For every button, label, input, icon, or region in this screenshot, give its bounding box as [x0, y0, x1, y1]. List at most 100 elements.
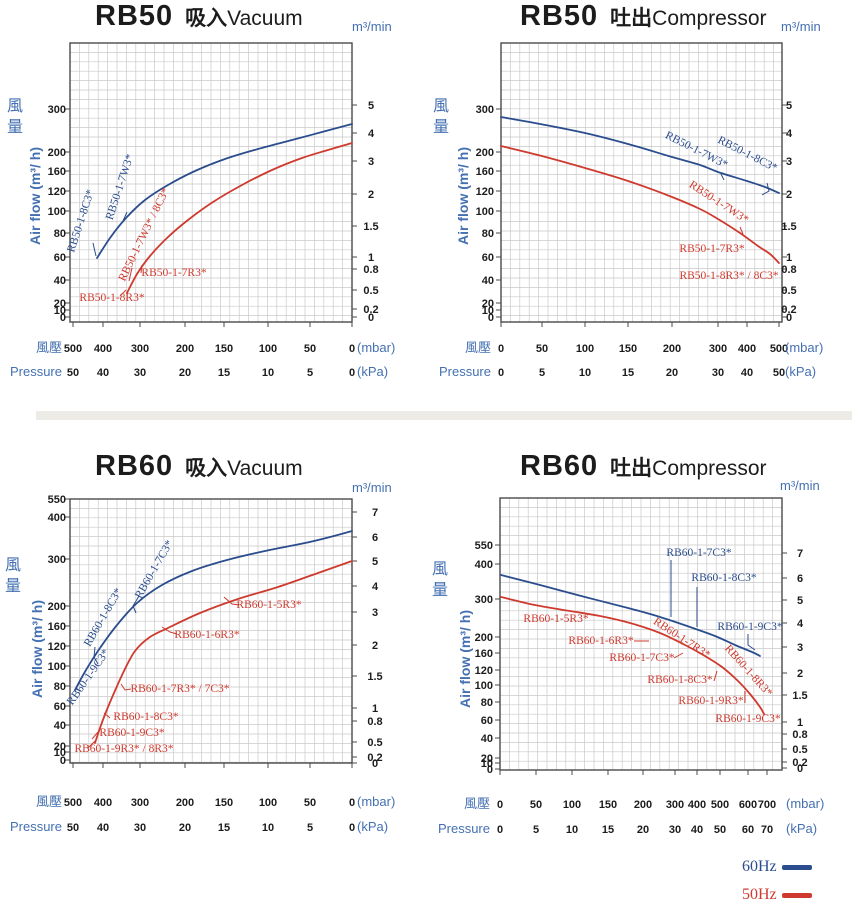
y2-tick-label: 0.2 — [367, 752, 382, 764]
x-tick-mbar: 500 — [64, 797, 82, 809]
y2-tick-label: 7 — [797, 548, 803, 560]
y2-tick-label: 4 — [368, 128, 375, 140]
x-axis-unit-kpa: (kPa) — [357, 819, 388, 834]
label-leader-line — [747, 634, 756, 651]
plot-border — [69, 498, 353, 764]
y-tick-label: 0 — [60, 755, 66, 767]
title-model: RB60 — [95, 450, 174, 482]
x-tick-mbar: 150 — [599, 799, 617, 811]
x-axis-unit-mbar: (mbar) — [357, 340, 395, 355]
legend-swatch-50hz — [781, 892, 812, 898]
title-model: RB50 — [520, 0, 599, 32]
y-tick-label: 550 — [475, 540, 493, 552]
x-tick-kpa: 40 — [691, 824, 703, 836]
y-tick-label: 60 — [481, 715, 493, 727]
title-cjk: 吸入 — [185, 7, 228, 30]
y-tick-label: 400 — [475, 559, 493, 571]
curve-label: RB60-1-5R3* — [236, 599, 301, 611]
y-axis-label: Air flow (m³/ h) — [455, 147, 471, 245]
y-tick-label: 20 — [54, 741, 66, 753]
x-tick-mbar: 0 — [497, 799, 503, 811]
curve-50hz — [500, 145, 780, 264]
x-tick-kpa: 10 — [579, 367, 591, 379]
x-tick-mbar: 100 — [259, 797, 277, 809]
x-tick-kpa: 15 — [218, 822, 230, 834]
x-axis-name-cjk: 風壓 — [465, 340, 491, 355]
y-tick-label: 550 — [48, 494, 66, 506]
label-leader-line — [119, 289, 127, 297]
x-axis-unit-mbar: (mbar) — [357, 794, 395, 809]
x-axis-name-cjk: 風壓 — [36, 340, 62, 355]
label-leader-line — [120, 683, 132, 691]
y2-tick-label: 2 — [368, 189, 374, 201]
y-axis-label: Air flow (m³/ h) — [27, 147, 43, 245]
label-leader-line — [713, 670, 718, 682]
y2-tick-label: 1 — [372, 703, 378, 715]
y-tick-label: 60 — [482, 252, 494, 264]
y-tick-label: 300 — [475, 594, 493, 606]
x-axis-unit-kpa: (kPa) — [786, 821, 817, 836]
y-tick-label: 200 — [48, 147, 66, 159]
y-tick-label: 20 — [482, 298, 494, 310]
y-tick-label: 0 — [60, 312, 66, 324]
label-leader-line — [132, 595, 140, 614]
y-tick-label: 160 — [48, 621, 66, 633]
curve-label: RB60-1-7C3* — [666, 547, 731, 559]
chart-rb60-vacuum: 550400300200160120100806040201007654321.… — [10, 494, 395, 834]
legend-item-50hz: 50Hz — [742, 886, 812, 904]
label-leader-line — [761, 182, 770, 196]
x-tick-mbar: 400 — [688, 799, 706, 811]
x-tick-kpa: 70 — [761, 824, 773, 836]
label-leader-line — [161, 626, 178, 635]
y-tick-label: 300 — [476, 104, 494, 116]
y-tick-label: 40 — [54, 275, 66, 287]
title-model: RB60 — [520, 450, 599, 482]
y2-tick-label: 2 — [372, 640, 378, 652]
y2-tick-label: 3 — [797, 642, 803, 654]
curve-label: RB60-1-8C3* — [113, 711, 178, 723]
x-axis-name-en: Pressure — [10, 364, 62, 379]
x-tick-kpa: 15 — [218, 367, 230, 379]
x-tick-mbar: 600 — [739, 799, 757, 811]
curve-label: RB60-1-7C3* — [609, 652, 674, 664]
curve-label: RB50-1-8R3* / 8C3* — [679, 270, 778, 282]
y2-tick-label: 0.8 — [363, 264, 378, 276]
y2-tick-label: 1.5 — [792, 690, 807, 702]
y-tick-label: 10 — [481, 758, 493, 770]
chart-title-rb50-compressor: RB50 吐出 Compressor — [520, 0, 767, 33]
title-en: Vacuum — [227, 7, 303, 30]
y-tick-label: 120 — [48, 641, 66, 653]
y2-tick-label: 1 — [368, 252, 374, 264]
curve-label: RB60-1-7R3* / 7C3* — [130, 683, 229, 695]
x-tick-kpa: 5 — [307, 367, 313, 379]
y2-axis-unit: m³/min — [780, 478, 820, 493]
x-tick-mbar: 50 — [536, 343, 548, 355]
curve-50hz — [94, 560, 353, 744]
x-tick-kpa: 20 — [666, 367, 678, 379]
title-en: Compressor — [652, 7, 767, 30]
curve-label: RB60-1-9R3* / 8R3* — [74, 743, 173, 755]
x-tick-kpa: 5 — [307, 822, 313, 834]
x-tick-mbar: 700 — [758, 799, 776, 811]
y-axis-label-cjk: 風量 — [432, 98, 449, 136]
label-leader-line — [87, 740, 96, 749]
label-leader-line — [91, 731, 99, 740]
curve-60hz — [500, 116, 780, 194]
title-cjk: 吐出 — [610, 7, 653, 30]
y-tick-label: 100 — [48, 661, 66, 673]
x-axis-name-en: Pressure — [10, 819, 62, 834]
x-tick-kpa: 50 — [773, 367, 785, 379]
x-tick-mbar: 100 — [259, 343, 277, 355]
title-cjk: 吐出 — [610, 457, 653, 480]
x-tick-mbar: 200 — [176, 343, 194, 355]
chart-rb50-vacuum: 3002001601201008060402010054321.510.80.5… — [10, 42, 395, 379]
y2-tick-label: 1.5 — [363, 221, 378, 233]
y2-tick-label: 0 — [368, 312, 374, 324]
y-tick-label: 0 — [487, 764, 493, 776]
x-axis-name-en: Pressure — [438, 821, 490, 836]
x-tick-mbar: 300 — [131, 343, 149, 355]
x-tick-kpa: 10 — [262, 822, 274, 834]
label-leader-line — [122, 211, 128, 222]
y2-tick-label: 0.8 — [792, 729, 807, 741]
x-tick-kpa: 5 — [539, 367, 545, 379]
